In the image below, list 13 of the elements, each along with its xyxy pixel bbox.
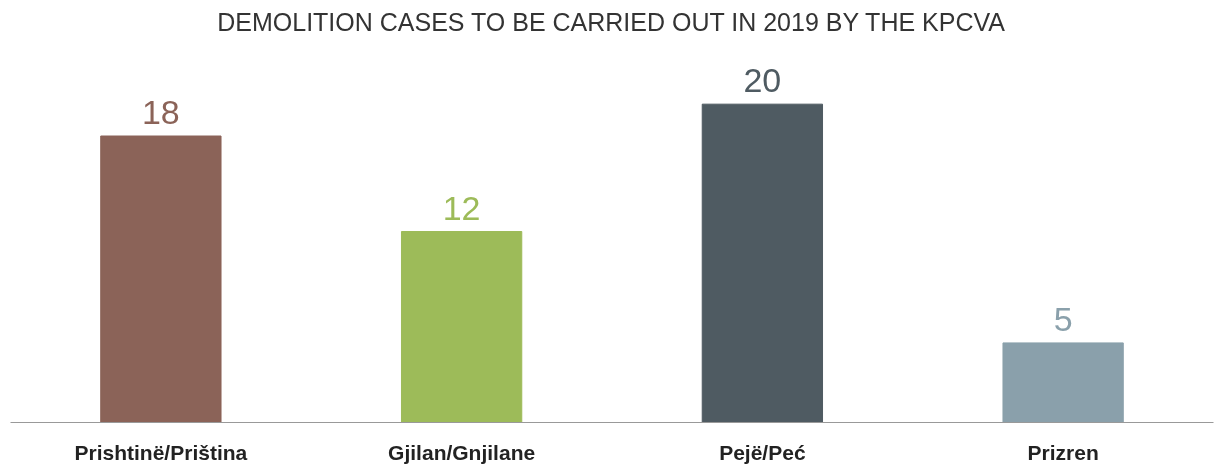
x-tick-label: Prizren xyxy=(1027,440,1099,464)
data-label: 12 xyxy=(442,188,481,227)
x-tick-label: Pejë/Peć xyxy=(719,440,806,464)
data-label: 18 xyxy=(141,93,180,131)
data-label: 20 xyxy=(743,61,782,100)
data-label: 5 xyxy=(1053,299,1073,338)
bar xyxy=(400,231,523,423)
bar xyxy=(100,135,222,423)
x-tick-label: Gjilan/Gnjilane xyxy=(388,440,536,464)
bar xyxy=(701,103,824,423)
chart-title: DEMOLITION CASES TO BE CARRIED OUT IN 2019 BY THE KPCVA xyxy=(217,7,1006,36)
x-tick-label: Prishtinë/Priština xyxy=(74,440,248,464)
bar xyxy=(1002,342,1124,423)
